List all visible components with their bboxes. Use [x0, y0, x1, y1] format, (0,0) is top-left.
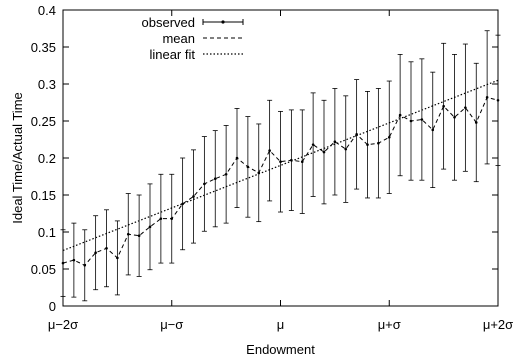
x-tick-label-3: μ+σ: [378, 317, 401, 332]
x-axis-label: Endowment: [246, 342, 315, 357]
x-tick-label-4: μ+2σ: [483, 317, 513, 332]
series-line: [62, 79, 499, 252]
data-point: [148, 225, 152, 229]
data-point: [453, 116, 456, 119]
data-point: [279, 160, 282, 163]
x-tick-label-1: μ−σ: [160, 317, 183, 332]
legend-swatch-point: [221, 20, 225, 24]
legend-label-2: linear fit: [149, 47, 195, 62]
plot-layers: [60, 30, 501, 302]
y-tick-label-2: 0.1: [38, 225, 56, 240]
data-point: [137, 234, 141, 237]
data-point: [420, 118, 424, 121]
data-point: [311, 143, 315, 146]
data-point: [192, 195, 195, 198]
series-observed: [60, 30, 501, 302]
x-tick-label-2: μ: [277, 317, 285, 332]
y-tick-label-0: 0: [49, 299, 56, 314]
series-mean: [62, 96, 499, 266]
y-tick-label-3: 0.15: [31, 188, 56, 203]
data-point: [344, 147, 348, 151]
y-tick-label-1: 0.05: [31, 262, 56, 277]
data-point: [213, 177, 217, 181]
legend-label-0: observed: [142, 15, 195, 30]
legend-label-1: mean: [162, 31, 195, 46]
x-tick-label-0: μ−2σ: [48, 317, 78, 332]
y-tick-label-6: 0.3: [38, 77, 56, 92]
y-tick-label-4: 0.2: [38, 151, 56, 166]
data-point: [94, 251, 97, 255]
y-tick-label-5: 0.25: [31, 114, 56, 129]
series-line: [62, 96, 499, 266]
y-tick-label-7: 0.35: [31, 40, 56, 55]
y-tick-label-8: 0.4: [38, 3, 56, 18]
y-axis-label: Ideal Time/Actual Time: [10, 92, 25, 224]
data-point: [322, 150, 326, 154]
axes: 0 0.05 0.1 0.15 0.2 0.25 0.3 0.35 0.4 μ−2σ μ−σ μ μ+σ…: [31, 3, 513, 332]
series-linear-fit: [62, 79, 499, 252]
